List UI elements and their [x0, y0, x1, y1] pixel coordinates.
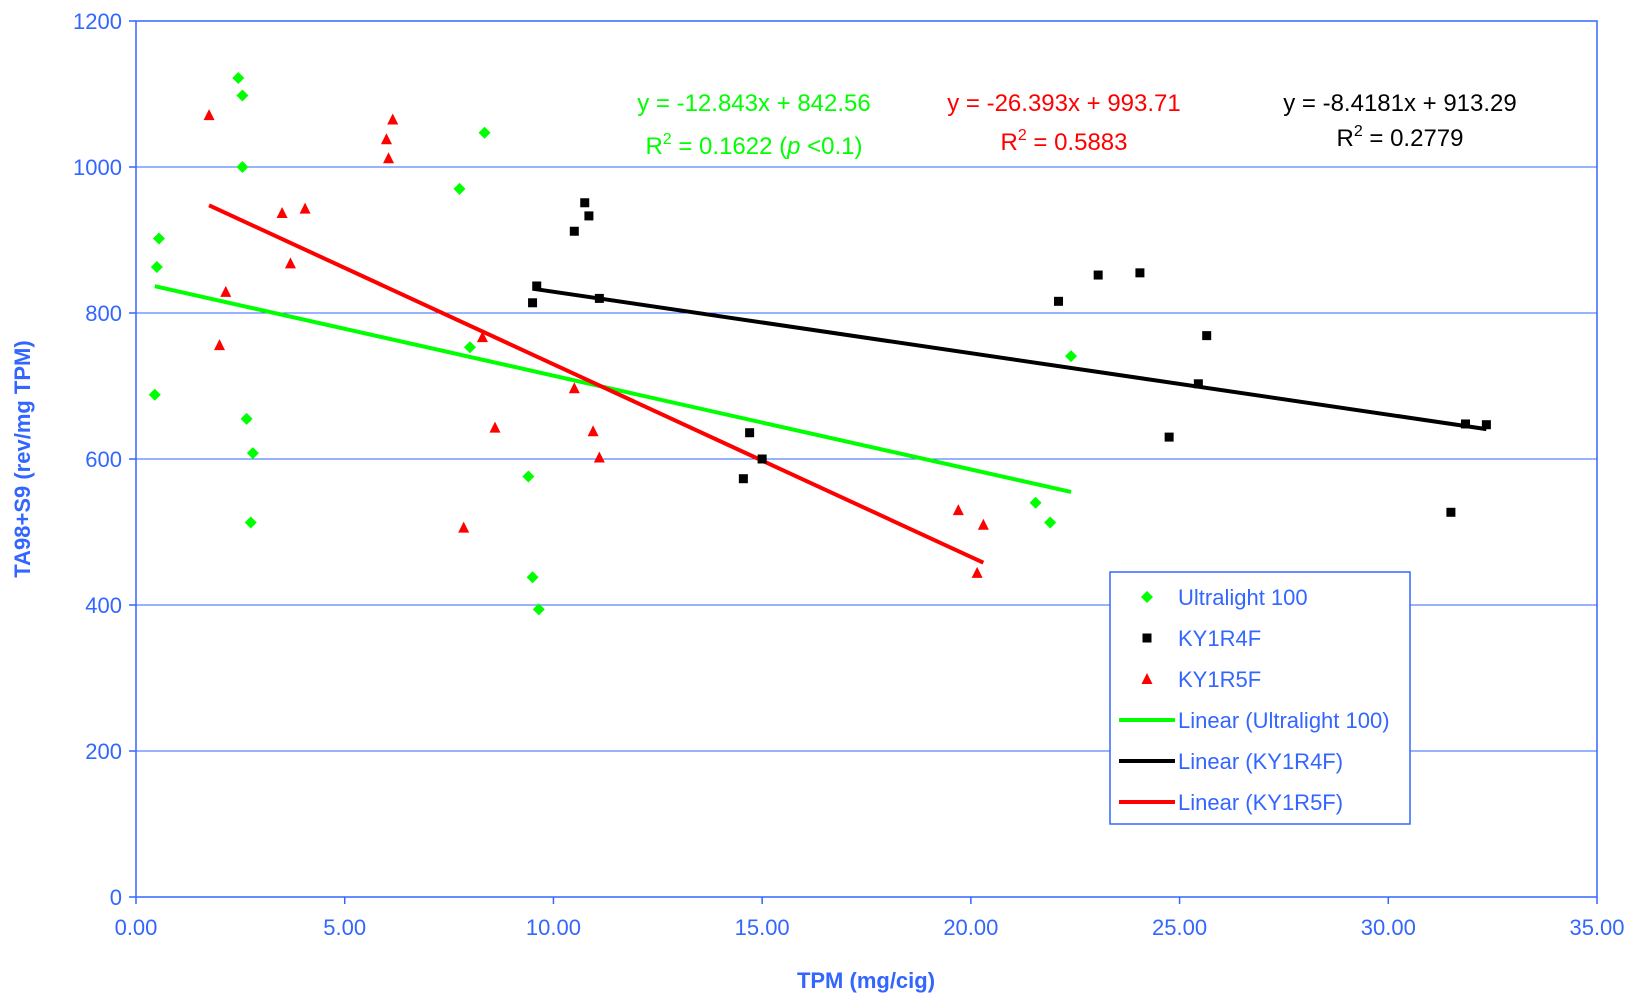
data-point — [1164, 432, 1174, 442]
legend-marker-swatch — [1141, 591, 1153, 603]
legend-label: Linear (Ultralight 100) — [1178, 708, 1390, 733]
data-point — [1065, 350, 1078, 363]
x-tick-label: 30.00 — [1361, 915, 1416, 940]
data-point — [148, 388, 161, 401]
data-point — [526, 571, 539, 584]
data-point — [1044, 516, 1057, 529]
data-point — [213, 339, 225, 351]
y-tick-label: 1200 — [73, 9, 122, 34]
data-point — [152, 232, 165, 245]
legend-label: Ultralight 100 — [1178, 585, 1308, 610]
data-point — [593, 451, 605, 463]
data-point — [458, 521, 470, 533]
data-point — [203, 109, 215, 121]
y-axis-ticks: 0 200 400 600 800 1000 1200 — [73, 9, 136, 910]
x-tick-label: 35.00 — [1569, 915, 1624, 940]
data-point — [383, 152, 395, 164]
x-tick-label: 0.00 — [115, 915, 158, 940]
data-point — [1202, 331, 1212, 341]
data-point — [1461, 419, 1471, 429]
data-point — [757, 454, 767, 464]
data-point — [1446, 507, 1456, 517]
data-point — [1054, 296, 1064, 306]
regression-equations: y = -12.843x + 842.56 R2 = 0.1622 (p <0.1… — [637, 90, 1517, 160]
data-point — [489, 421, 501, 433]
data-point — [463, 341, 476, 354]
data-point — [1135, 268, 1145, 278]
data-point — [150, 261, 163, 274]
data-point — [594, 293, 604, 303]
x-axis-ticks: 0.00 5.00 10.00 15.00 20.00 25.00 30.00 35.00 — [115, 897, 1625, 940]
r-squared-label: R2 = 0.5883 — [1000, 127, 1127, 156]
data-point — [236, 89, 249, 102]
regression-equation: y = -8.4181x + 913.29 — [1283, 90, 1517, 117]
data-point — [584, 211, 594, 221]
data-point — [738, 474, 748, 484]
data-point — [236, 161, 249, 173]
legend-box — [1109, 571, 1411, 825]
legend-marker-swatch — [1142, 633, 1152, 643]
y-tick-label: 0 — [110, 885, 122, 910]
x-tick-label: 10.00 — [526, 915, 581, 940]
data-point — [532, 281, 542, 291]
y-tick-label: 800 — [85, 301, 122, 326]
legend: Ultralight 100 KY1R4F KY1R5F Linear (Ultral… — [1109, 571, 1411, 825]
y-tick-label: 600 — [85, 447, 122, 472]
trendlines — [154, 203, 1487, 565]
legend-label: Linear (KY1R4F) — [1178, 749, 1343, 774]
data-point — [1029, 496, 1042, 509]
trendline — [208, 203, 985, 565]
data-point — [745, 428, 755, 438]
y-axis-title: TA98+S9 (rev/mg TPM) — [10, 340, 35, 577]
r-squared-label: R2 = 0.2779 — [1336, 123, 1463, 152]
data-point — [478, 126, 491, 139]
data-point — [387, 113, 399, 125]
y-tick-label: 200 — [85, 739, 122, 764]
r-squared-label: R2 = 0.1622 (p <0.1) — [645, 131, 862, 160]
x-axis-title: TPM (mg/cig) — [797, 968, 935, 993]
legend-label: KY1R4F — [1178, 626, 1261, 651]
data-points — [148, 71, 1491, 616]
data-point — [952, 504, 964, 516]
x-tick-label: 5.00 — [323, 915, 366, 940]
data-point — [1193, 379, 1203, 389]
data-point — [299, 202, 311, 214]
x-tick-label: 20.00 — [943, 915, 998, 940]
data-point — [246, 447, 259, 460]
data-point — [476, 331, 488, 343]
legend-label: Linear (KY1R5F) — [1178, 790, 1343, 815]
data-point — [380, 133, 392, 145]
data-point — [240, 412, 253, 425]
trendline — [532, 286, 1487, 432]
x-tick-label: 25.00 — [1152, 915, 1207, 940]
regression-equation: y = -26.393x + 993.71 — [947, 90, 1181, 117]
data-point — [284, 257, 296, 269]
legend-label: KY1R5F — [1178, 667, 1261, 692]
trendline — [154, 284, 1072, 494]
data-point — [977, 518, 989, 530]
legend-marker-swatch — [1141, 673, 1153, 684]
data-point — [244, 516, 257, 529]
regression-equation: y = -12.843x + 842.56 — [637, 90, 871, 117]
x-tick-label: 15.00 — [735, 915, 790, 940]
y-tick-label: 1000 — [73, 155, 122, 180]
y-tick-label: 400 — [85, 593, 122, 618]
data-point — [1481, 420, 1491, 430]
data-point — [220, 285, 232, 297]
data-point — [587, 425, 599, 437]
data-point — [532, 603, 545, 616]
data-point — [528, 298, 538, 308]
data-point — [971, 566, 983, 578]
data-point — [276, 206, 288, 218]
data-point — [522, 470, 535, 483]
data-point — [453, 182, 466, 195]
data-point — [568, 382, 580, 394]
data-point — [569, 226, 579, 236]
data-point — [232, 71, 245, 84]
data-point — [580, 198, 590, 208]
data-point — [1093, 270, 1103, 280]
